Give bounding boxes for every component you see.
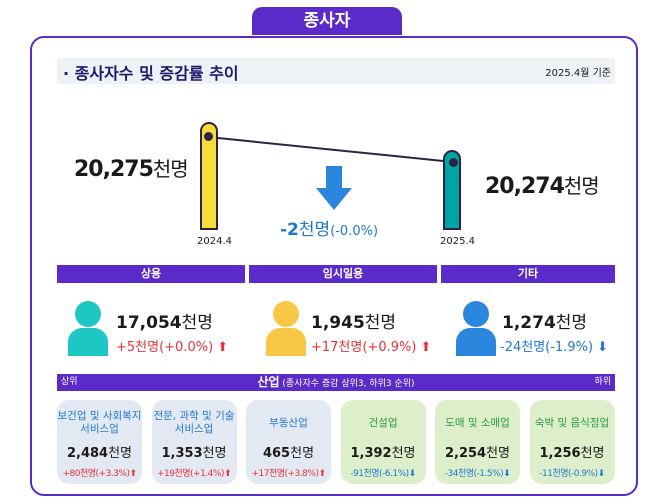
industry-card: 숙박 및 음식점업 1,256천명 -11천명(-0.9%)⬇	[529, 400, 615, 484]
industry-name: 도매 및 소매업	[445, 416, 510, 429]
bar-2025	[443, 150, 461, 230]
arrow-up-icon: ⬆	[129, 469, 137, 479]
other-change: -24천명(-1.9%) ⬇	[500, 340, 609, 355]
industry-value: 1,256천명	[539, 446, 605, 461]
industry-change: -91천명(-6.1%)⬇	[350, 469, 417, 479]
header-temporary: 임시일용	[249, 265, 437, 283]
industry-value: 2,484천명	[66, 446, 133, 461]
industry-card: 건설업 1,392천명 -91천명(-6.1%)⬇	[340, 400, 426, 484]
industry-change: -11천명(-0.9%)⬇	[539, 469, 606, 479]
trend-line	[207, 136, 454, 163]
industry-name: 숙박 및 음식점업	[534, 416, 610, 429]
other-value: 1,274천명	[502, 313, 588, 333]
header-other: 기타	[441, 265, 615, 283]
industry-change: +17천명(+3.8%)⬆	[251, 469, 326, 479]
temporary-value: 1,945천명	[311, 313, 397, 333]
section-title-tab: 종사자	[252, 7, 402, 35]
prev-value: 20,275천명	[74, 157, 189, 182]
industry-value: 1,353천명	[161, 446, 227, 461]
arrow-up-icon: ⬆	[223, 469, 232, 479]
reference-date: 2025.4월 기준	[545, 68, 611, 79]
bottom-label: 하위	[594, 377, 611, 387]
industry-value: 1,392천명	[350, 446, 416, 461]
industry-value: 2,254천명	[444, 446, 511, 461]
arrow-down-icon: ⬇	[503, 469, 511, 479]
top-label: 상위	[61, 377, 78, 387]
point-2025	[449, 158, 458, 167]
arrow-down-icon: ⬇	[597, 469, 606, 479]
person-icon	[456, 301, 496, 356]
prev-period: 2024.4	[197, 236, 232, 247]
point-2024	[204, 132, 213, 141]
temporary-change: +17천명(+0.9%) ⬆	[311, 340, 432, 355]
industry-card: 전문, 과학 및 기술 서비스업 1,353천명 +19천명(+1.4%)⬆	[151, 400, 237, 484]
industry-change: -34천명(-1.5%)⬇	[444, 469, 511, 479]
industry-name: 전문, 과학 및 기술 서비스업	[153, 410, 235, 435]
person-icon	[68, 301, 108, 356]
arrow-up-icon: ⬆	[318, 469, 326, 479]
curr-period: 2025.4	[440, 236, 475, 247]
section-heading: · 종사자수 및 증감률 추이	[63, 64, 239, 83]
industry-title: 산업 (종사자수 증감 상위3, 하위3 순위)	[257, 375, 415, 389]
industry-header: 상위 산업 (종사자수 증감 상위3, 하위3 순위) 하위	[57, 374, 615, 391]
regular-value: 17,054천명	[116, 313, 213, 333]
arrow-down-icon: ⬇	[408, 469, 417, 479]
header-regular: 상용	[57, 265, 245, 283]
content-frame	[30, 36, 638, 496]
industry-card: 보건업 및 사회복지 서비스업 2,484천명 +80천명(+3.3%)⬆	[57, 400, 142, 484]
industry-name: 건설업	[368, 416, 398, 429]
industry-name: 보건업 및 사회복지 서비스업	[57, 410, 142, 435]
industry-card: 도매 및 소매업 2,254천명 -34천명(-1.5%)⬇	[435, 400, 520, 484]
industry-card: 부동산업 465천명 +17천명(+3.8%)⬆	[246, 400, 331, 484]
industry-value: 465천명	[262, 446, 315, 461]
curr-value: 20,274천명	[485, 174, 600, 199]
person-icon	[266, 301, 306, 356]
section-header: · 종사자수 및 증감률 추이 2025.4월 기준	[57, 58, 615, 84]
bar-2024	[200, 122, 218, 230]
arrow-down-icon	[316, 166, 352, 210]
regular-change: +5천명(+0.0%) ⬆	[116, 340, 229, 355]
industry-change: +19천명(+1.4%)⬆	[156, 469, 232, 479]
industry-name: 부동산업	[269, 416, 308, 429]
industry-change: +80천명(+3.3%)⬆	[62, 469, 137, 479]
total-change: -2천명(-0.0%)	[280, 220, 379, 240]
